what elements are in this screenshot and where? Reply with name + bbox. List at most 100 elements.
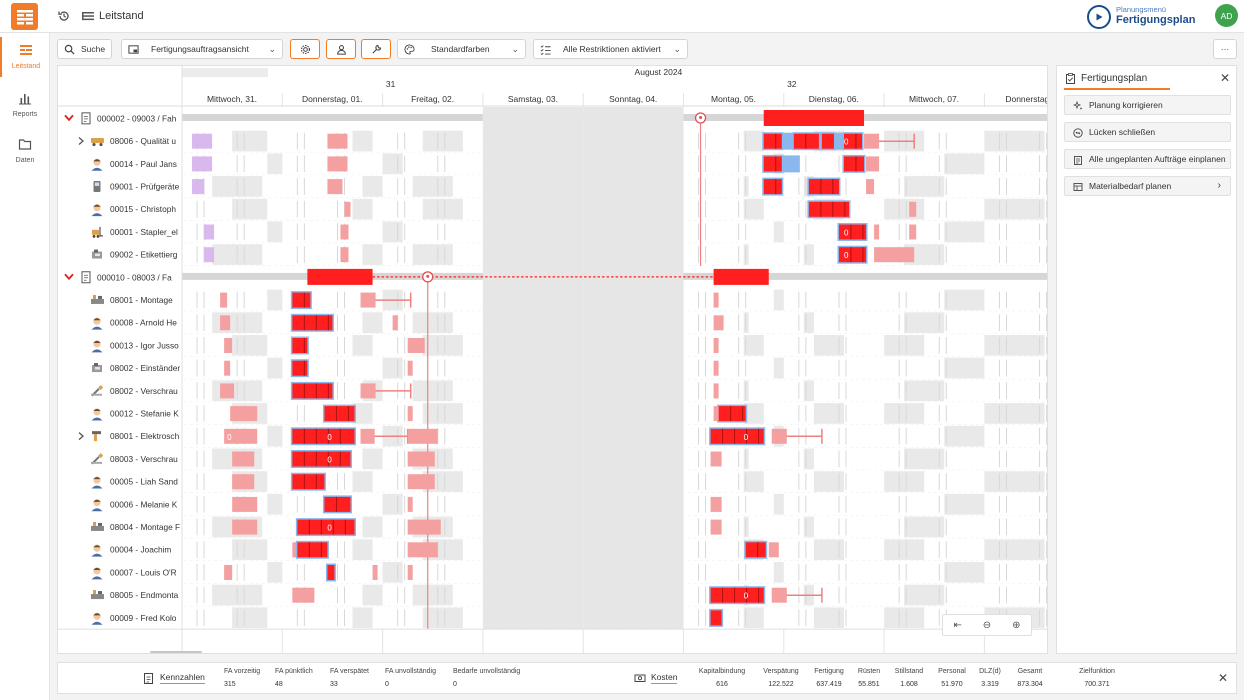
correct-planning-button[interactable]: Planung korrigieren	[1064, 95, 1231, 115]
operation-bar-light[interactable]	[909, 224, 917, 240]
operation-bar-critical[interactable]	[718, 406, 746, 422]
operation-bar-critical[interactable]	[808, 179, 839, 195]
operation-bar-light[interactable]	[407, 542, 438, 558]
operation-bar-light[interactable]	[220, 315, 231, 331]
operation-bar-critical[interactable]	[292, 428, 355, 444]
operation-bar-light[interactable]	[224, 338, 233, 353]
nav-item-reports[interactable]: Reports	[0, 85, 50, 125]
operation-bar-light[interactable]	[866, 179, 875, 195]
close-gaps-button[interactable]: Lücken schließen	[1064, 122, 1231, 142]
operation-bar-light[interactable]	[232, 519, 258, 535]
schedule-all-button[interactable]: Alle ungeplanten Aufträge einplanen	[1064, 149, 1231, 169]
operation-bar-light[interactable]	[407, 451, 435, 467]
user-avatar[interactable]: AD	[1215, 4, 1238, 27]
operation-bar-light[interactable]	[407, 565, 413, 580]
nav-item-leitstand[interactable]: Leitstand	[0, 37, 50, 77]
operation-bar-critical[interactable]	[793, 133, 819, 149]
operation-bar-light[interactable]	[407, 474, 435, 490]
gantt-chart[interactable]: August 2024 31 32 Mittwoch, 31. Donnerstag, …	[57, 65, 1048, 654]
operation-bar-light[interactable]	[224, 565, 233, 580]
operation-bar-light[interactable]	[344, 201, 351, 217]
operation-bar-light[interactable]	[340, 247, 349, 263]
operation-bar-light[interactable]	[771, 428, 787, 444]
operation-bar-light[interactable]	[220, 383, 235, 399]
operation-bar-critical[interactable]	[324, 406, 355, 422]
planning-menu-title[interactable]: Fertigungsplan	[1116, 14, 1196, 26]
operation-bar-critical[interactable]	[821, 133, 834, 149]
operation-bar-critical[interactable]	[763, 179, 782, 195]
operation-bar-light[interactable]	[909, 201, 917, 217]
operation-bar-light[interactable]	[232, 474, 255, 490]
operation-bar-light[interactable]	[407, 360, 413, 376]
colors-select[interactable]: Standardfarben ⌄	[397, 39, 526, 59]
person-filter-button[interactable]	[326, 39, 356, 59]
operation-bar-light[interactable]	[874, 247, 915, 263]
operation-bar-light[interactable]	[224, 428, 258, 444]
operation-bar-critical[interactable]	[292, 451, 351, 467]
operation-bar-critical[interactable]	[808, 201, 849, 217]
settings-button[interactable]	[290, 39, 320, 59]
ghost-operation-bar[interactable]	[204, 224, 215, 240]
operation-bar-critical[interactable]	[292, 474, 325, 490]
operation-bar-light[interactable]	[407, 338, 425, 353]
operation-bar-critical[interactable]	[297, 542, 328, 558]
operation-bar-light[interactable]	[866, 156, 880, 172]
order-bar[interactable]	[713, 268, 769, 285]
more-options-button[interactable]: ···	[1213, 39, 1237, 59]
expand-chevron-icon[interactable]	[78, 432, 84, 441]
operation-bar-critical[interactable]	[292, 292, 311, 308]
order-bar[interactable]	[763, 110, 865, 126]
operation-bar-critical[interactable]	[324, 496, 351, 512]
operation-bar-light[interactable]	[230, 406, 258, 422]
operation-bar-light[interactable]	[713, 360, 719, 376]
operation-bar-critical[interactable]	[297, 519, 355, 535]
operation-bar-light[interactable]	[327, 156, 348, 172]
ghost-operation-bar[interactable]	[192, 156, 213, 172]
operation-bar-light[interactable]	[768, 542, 779, 558]
operation-bar-light[interactable]	[360, 383, 376, 399]
operation-bar-light[interactable]	[710, 451, 722, 467]
operation-bar-light[interactable]	[232, 451, 255, 467]
gantt-svg[interactable]: August 2024 31 32 Mittwoch, 31. Donnerstag, …	[58, 66, 1048, 654]
operation-bar-light[interactable]	[407, 406, 413, 422]
operation-bar-critical[interactable]	[843, 156, 865, 172]
close-icon[interactable]: ✕	[1218, 671, 1229, 685]
operation-bar-light[interactable]	[710, 519, 722, 535]
operation-bar-light[interactable]	[327, 133, 348, 149]
operation-bar-critical[interactable]	[763, 133, 782, 149]
operation-bar-light[interactable]	[407, 519, 441, 535]
collapse-chevron-icon[interactable]	[64, 273, 74, 281]
operation-bar-light[interactable]	[864, 133, 880, 149]
ghost-operation-bar[interactable]	[192, 133, 213, 149]
operation-bar-critical[interactable]	[763, 156, 782, 172]
operation-bar-light[interactable]	[224, 360, 231, 376]
horizontal-scrollbar[interactable]	[150, 651, 202, 653]
planning-menu-play-button[interactable]	[1087, 5, 1111, 29]
operation-bar-critical[interactable]	[710, 610, 722, 626]
operation-bar-light[interactable]	[292, 542, 298, 558]
operation-bar-critical[interactable]	[327, 565, 335, 580]
close-icon[interactable]: ✕	[1220, 71, 1231, 85]
operation-bar-light[interactable]	[713, 406, 719, 422]
zoom-in-icon[interactable]: ⊕	[1012, 619, 1021, 631]
operation-bar-light[interactable]	[713, 292, 719, 308]
operation-bar-light[interactable]	[232, 496, 258, 512]
operation-bar-light[interactable]	[360, 292, 376, 308]
operation-bar-critical[interactable]	[292, 315, 333, 331]
operation-bar-light[interactable]	[713, 383, 719, 399]
app-logo[interactable]	[11, 3, 38, 30]
search-button[interactable]: Suche	[57, 39, 112, 59]
operation-bar-light[interactable]	[874, 224, 880, 240]
operation-bar-critical[interactable]	[292, 383, 333, 399]
order-bar[interactable]	[307, 268, 373, 285]
ghost-operation-bar[interactable]	[204, 247, 215, 263]
operation-bar-light[interactable]	[360, 428, 375, 444]
operation-bar-critical[interactable]	[838, 247, 867, 263]
expand-chevron-icon[interactable]	[78, 137, 84, 146]
operation-bar-light[interactable]	[713, 315, 724, 331]
kosten-heading[interactable]: Kosten	[651, 672, 678, 684]
collapse-chevron-icon[interactable]	[64, 114, 74, 122]
operation-bar-critical[interactable]	[745, 542, 766, 558]
operation-bar-critical[interactable]	[710, 428, 764, 444]
operation-bar-light[interactable]	[327, 179, 343, 195]
